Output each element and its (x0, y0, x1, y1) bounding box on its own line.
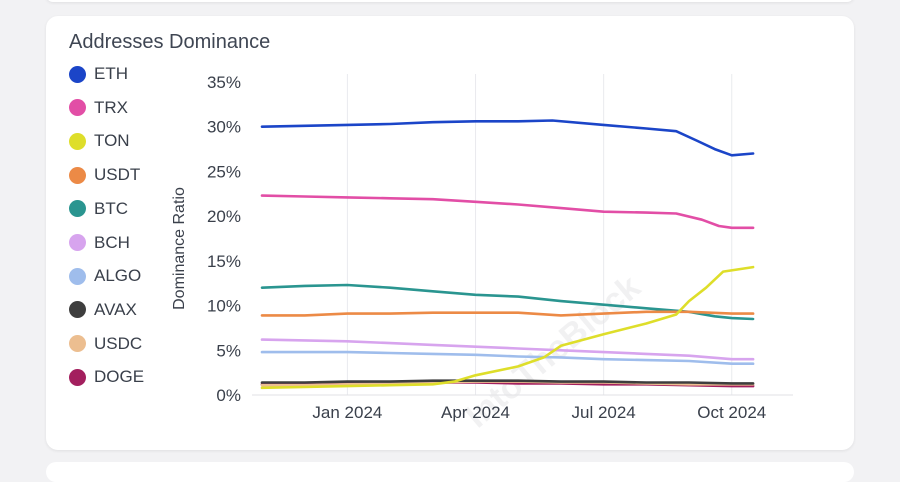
y-tick-label: 30% (207, 118, 241, 137)
y-tick-label: 10% (207, 297, 241, 316)
legend-label: TRX (94, 97, 128, 117)
legend-label: ETH (94, 64, 128, 83)
chart-card (46, 16, 854, 450)
y-tick-label: 15% (207, 252, 241, 271)
y-tick-label: 5% (216, 341, 241, 360)
legend-item-avax[interactable]: AVAX (69, 299, 137, 321)
legend-item-btc[interactable]: BTC (69, 198, 128, 220)
legend-swatch (69, 267, 86, 285)
x-tick-label: Apr 2024 (441, 403, 510, 422)
series-line-ton (260, 265, 755, 390)
legend-swatch (69, 335, 86, 353)
legend-label: USDC (94, 333, 143, 353)
x-tick-label: Jul 2024 (571, 403, 635, 422)
legend-label: BCH (94, 232, 130, 252)
x-tick-label: Jan 2024 (312, 403, 382, 422)
legend-item-usdt[interactable]: USDT (69, 164, 140, 186)
legend-swatch (69, 301, 86, 319)
legend-item-doge[interactable]: DOGE (69, 366, 144, 388)
series-line-usdt (260, 310, 755, 317)
series-line-eth (260, 119, 755, 157)
y-tick-label: 35% (207, 73, 241, 92)
legend-item-trx[interactable]: TRX (69, 97, 128, 119)
legend-item-usdc[interactable]: USDC (69, 333, 142, 355)
legend-label: TON (94, 131, 130, 151)
legend-label: USDT (94, 165, 141, 185)
x-tick-label: Oct 2024 (697, 403, 766, 422)
chart-title: Addresses Dominance (69, 31, 271, 53)
legend-swatch (69, 368, 86, 386)
legend-item-ton[interactable]: TON (69, 130, 130, 152)
legend-label: ALGO (94, 266, 142, 286)
y-tick-label: 0% (216, 386, 241, 405)
y-axis-title: Dominance Ratio (171, 187, 188, 310)
legend-swatch (69, 166, 86, 184)
series-line-avax (260, 379, 755, 385)
y-tick-label: 25% (207, 162, 241, 181)
legend-item-eth[interactable]: ETH (69, 63, 128, 85)
legend-label: BTC (94, 198, 128, 218)
legend-swatch (69, 65, 86, 83)
series-line-btc (260, 283, 755, 321)
legend-label: DOGE (94, 367, 145, 387)
legend-swatch (69, 99, 86, 117)
y-tick-label: 20% (207, 207, 241, 226)
series-line-algo (260, 350, 755, 365)
legend-swatch (69, 132, 86, 150)
series-line-bch (260, 338, 755, 361)
previous-card (46, 0, 854, 2)
legend-label: AVAX (94, 299, 137, 319)
legend-swatch (69, 200, 86, 218)
legend-item-bch[interactable]: BCH (69, 232, 130, 254)
series-line-trx (260, 194, 755, 230)
legend-swatch (69, 234, 86, 251)
legend-item-algo[interactable]: ALGO (69, 265, 141, 287)
